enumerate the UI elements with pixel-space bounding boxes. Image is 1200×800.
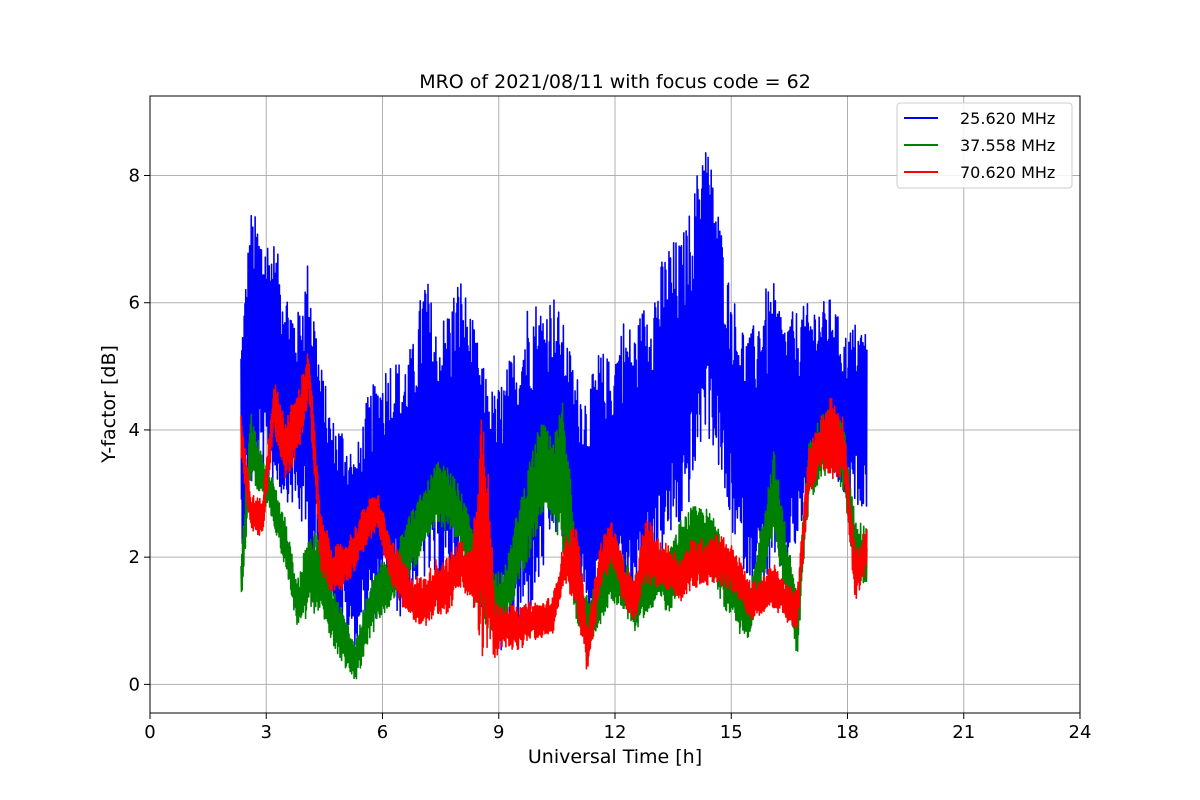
series-layer (240, 152, 868, 680)
x-tick-label: 9 (493, 722, 504, 743)
x-tick-label: 21 (952, 722, 975, 743)
x-tick-label: 6 (377, 722, 388, 743)
legend-label-70mhz: 70.620 MHz (960, 163, 1055, 182)
legend-box (896, 102, 1073, 189)
x-tick-label: 3 (261, 722, 272, 743)
series-line-70mhz (240, 353, 868, 670)
x-axis-label: Universal Time [h] (528, 746, 702, 768)
y-tick-label: 0 (129, 674, 140, 695)
legend-label-37mhz: 37.558 MHz (960, 136, 1055, 155)
legend-label-25mhz: 25.620 MHz (960, 109, 1055, 128)
y-tick-label: 8 (129, 166, 140, 187)
x-tick-label: 24 (1069, 722, 1092, 743)
series-line-37mhz (240, 402, 868, 680)
y-axis-label: Y-factor [dB] (98, 345, 120, 464)
x-tick-label: 12 (604, 722, 627, 743)
x-tick-label: 0 (144, 722, 155, 743)
y-tick-label: 4 (129, 420, 140, 441)
legend: 25.620 MHz 37.558 MHz 70.620 MHz (896, 102, 1073, 189)
y-tick-label: 2 (129, 547, 140, 568)
y-tick-label: 6 (129, 293, 140, 314)
x-tick-label: 18 (836, 722, 859, 743)
x-tick-label: 15 (720, 722, 743, 743)
chart-title: MRO of 2021/08/11 with focus code = 62 (419, 71, 811, 93)
